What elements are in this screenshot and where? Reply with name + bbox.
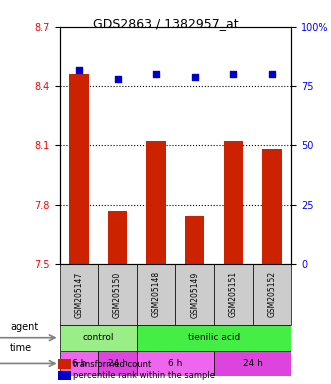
Bar	[146, 141, 166, 264]
Bar	[224, 141, 243, 264]
FancyBboxPatch shape	[137, 264, 175, 325]
FancyBboxPatch shape	[98, 264, 137, 325]
Text: 6 h: 6 h	[72, 359, 86, 368]
FancyBboxPatch shape	[137, 325, 291, 351]
Text: GSM205149: GSM205149	[190, 271, 199, 318]
Text: tienilic acid: tienilic acid	[188, 333, 240, 342]
Point	[76, 66, 81, 73]
Point	[231, 71, 236, 77]
Text: control: control	[82, 333, 114, 342]
Bar	[108, 210, 127, 264]
FancyBboxPatch shape	[60, 351, 98, 376]
Text: 24 h: 24 h	[243, 359, 262, 368]
Text: GSM205150: GSM205150	[113, 271, 122, 318]
FancyBboxPatch shape	[98, 351, 137, 376]
Text: GSM205152: GSM205152	[267, 271, 276, 318]
FancyBboxPatch shape	[60, 264, 98, 325]
Point	[154, 71, 159, 77]
Point	[115, 76, 120, 82]
FancyBboxPatch shape	[214, 351, 291, 376]
Text: agent: agent	[10, 322, 38, 332]
Text: GSM205148: GSM205148	[152, 271, 161, 318]
Text: GSM205147: GSM205147	[74, 271, 83, 318]
FancyBboxPatch shape	[60, 325, 137, 351]
Bar	[185, 217, 204, 264]
Point	[192, 74, 197, 80]
FancyBboxPatch shape	[214, 264, 253, 325]
Text: GSM205151: GSM205151	[229, 271, 238, 318]
FancyBboxPatch shape	[253, 264, 291, 325]
FancyBboxPatch shape	[175, 264, 214, 325]
Point	[269, 71, 275, 77]
FancyBboxPatch shape	[137, 351, 214, 376]
Text: percentile rank within the sample: percentile rank within the sample	[73, 371, 215, 380]
Text: GDS2863 / 1382957_at: GDS2863 / 1382957_at	[93, 17, 238, 30]
Text: 6 h: 6 h	[168, 359, 183, 368]
Text: transformed count: transformed count	[73, 359, 151, 369]
Bar	[69, 74, 88, 264]
Text: 24 h: 24 h	[108, 359, 127, 368]
Text: time: time	[10, 343, 32, 353]
Bar	[262, 149, 282, 264]
